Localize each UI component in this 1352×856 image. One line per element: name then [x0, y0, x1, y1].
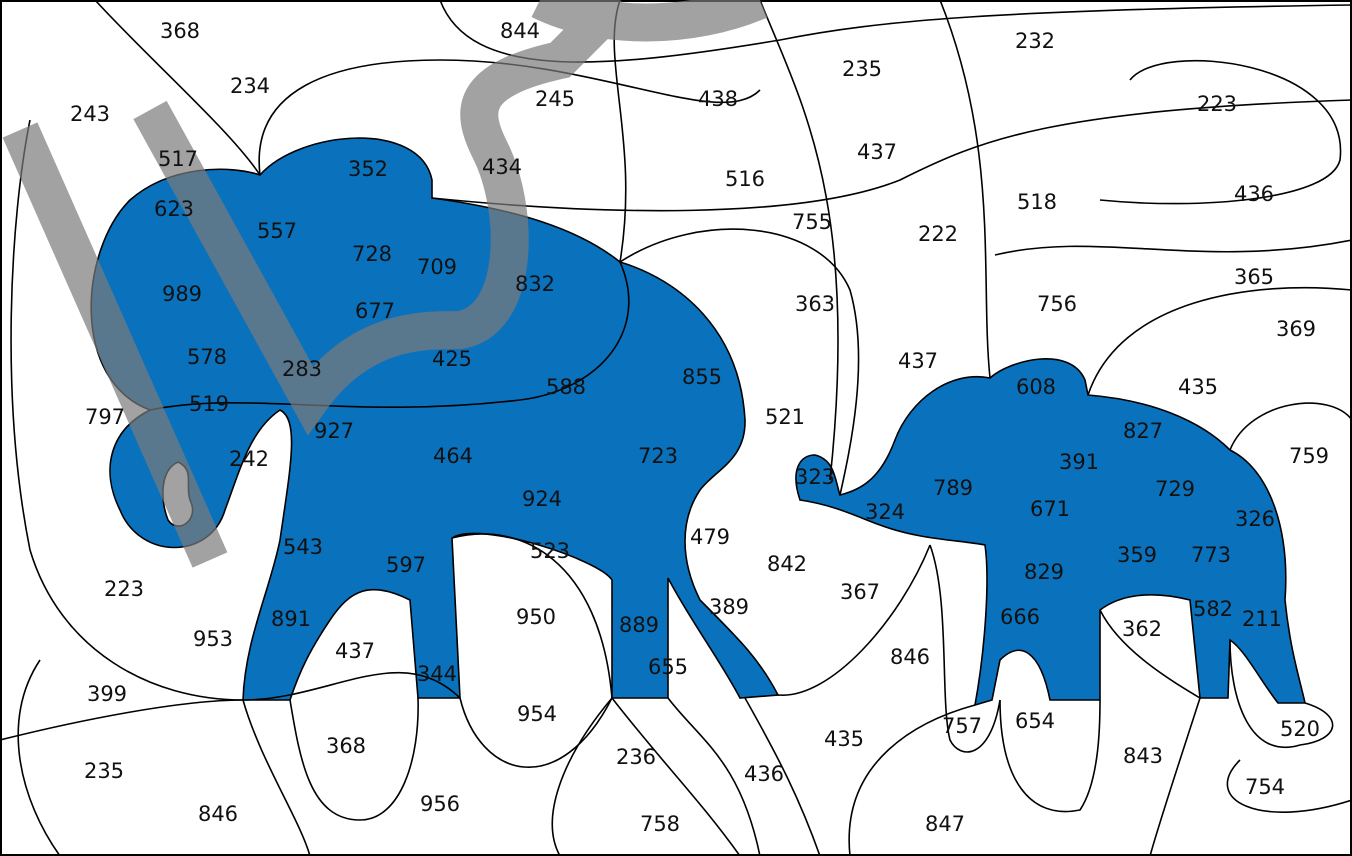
region-number[interactable]: 950: [516, 605, 556, 629]
region-number[interactable]: 846: [890, 645, 930, 669]
region-number[interactable]: 623: [154, 197, 194, 221]
region-number[interactable]: 223: [104, 577, 144, 601]
region-number[interactable]: 754: [1245, 775, 1285, 799]
region-number[interactable]: 518: [1017, 190, 1057, 214]
region-number[interactable]: 436: [744, 762, 784, 786]
region-number[interactable]: 829: [1024, 560, 1064, 584]
region-number[interactable]: 723: [638, 444, 678, 468]
region-number[interactable]: 324: [865, 500, 905, 524]
region-number[interactable]: 927: [314, 419, 354, 443]
region-number[interactable]: 232: [1015, 29, 1055, 53]
region-number[interactable]: 846: [198, 802, 238, 826]
region-number[interactable]: 521: [765, 405, 805, 429]
region-number[interactable]: 242: [229, 447, 269, 471]
region-number[interactable]: 362: [1122, 617, 1162, 641]
region-number[interactable]: 666: [1000, 605, 1040, 629]
region-number[interactable]: 953: [193, 627, 233, 651]
region-number[interactable]: 889: [619, 613, 659, 637]
region-number[interactable]: 389: [709, 595, 749, 619]
region-number[interactable]: 832: [515, 272, 555, 296]
region-number[interactable]: 797: [85, 405, 125, 429]
region-number[interactable]: 789: [933, 476, 973, 500]
region-number[interactable]: 728: [352, 242, 392, 266]
region-number[interactable]: 235: [84, 759, 124, 783]
region-number[interactable]: 435: [824, 727, 864, 751]
region-number[interactable]: 891: [271, 607, 311, 631]
region-number[interactable]: 283: [282, 357, 322, 381]
region-number[interactable]: 671: [1030, 497, 1070, 521]
region-number[interactable]: 755: [792, 210, 832, 234]
region-number[interactable]: 352: [348, 157, 388, 181]
region-number[interactable]: 464: [433, 444, 473, 468]
region-number[interactable]: 391: [1059, 450, 1099, 474]
region-number[interactable]: 435: [1178, 375, 1218, 399]
region-number[interactable]: 223: [1197, 92, 1237, 116]
region-number[interactable]: 956: [420, 792, 460, 816]
region-number[interactable]: 608: [1016, 375, 1056, 399]
region-number[interactable]: 582: [1193, 597, 1233, 621]
region-number[interactable]: 368: [326, 734, 366, 758]
region-number[interactable]: 245: [535, 87, 575, 111]
region-number[interactable]: 842: [767, 552, 807, 576]
region-number[interactable]: 847: [925, 812, 965, 836]
region-number[interactable]: 578: [187, 345, 227, 369]
region-number[interactable]: 434: [482, 155, 522, 179]
region-number[interactable]: 235: [842, 57, 882, 81]
region-number[interactable]: 557: [257, 219, 297, 243]
region-numbers: 368 844 232 235 223 243 234 245 438 437 516 517 352 4…: [70, 19, 1329, 836]
region-number[interactable]: 479: [690, 525, 730, 549]
region-number[interactable]: 437: [335, 639, 375, 663]
region-number[interactable]: 368: [160, 19, 200, 43]
region-number[interactable]: 365: [1234, 265, 1274, 289]
region-number[interactable]: 954: [517, 702, 557, 726]
region-number[interactable]: 359: [1117, 543, 1157, 567]
watermark: [2, 0, 768, 568]
region-number[interactable]: 211: [1242, 607, 1282, 631]
small-elephant: [795, 358, 1306, 707]
region-number[interactable]: 597: [386, 553, 426, 577]
region-number[interactable]: 844: [500, 19, 540, 43]
region-number[interactable]: 773: [1191, 543, 1231, 567]
region-number[interactable]: 369: [1276, 317, 1316, 341]
region-number[interactable]: 243: [70, 102, 110, 126]
region-number[interactable]: 517: [158, 147, 198, 171]
region-number[interactable]: 236: [616, 745, 656, 769]
region-number[interactable]: 655: [648, 655, 688, 679]
region-number[interactable]: 438: [698, 87, 738, 111]
region-number[interactable]: 677: [355, 299, 395, 323]
region-number[interactable]: 924: [522, 487, 562, 511]
region-number[interactable]: 543: [283, 535, 323, 559]
region-number[interactable]: 222: [918, 222, 958, 246]
region-number[interactable]: 843: [1123, 744, 1163, 768]
region-number[interactable]: 326: [1235, 507, 1275, 531]
region-number[interactable]: 759: [1289, 444, 1329, 468]
region-number[interactable]: 756: [1037, 292, 1077, 316]
region-number[interactable]: 323: [795, 465, 835, 489]
region-number[interactable]: 520: [1280, 717, 1320, 741]
region-number[interactable]: 709: [417, 255, 457, 279]
region-number[interactable]: 989: [162, 282, 202, 306]
region-number[interactable]: 758: [640, 812, 680, 836]
region-number[interactable]: 344: [417, 662, 457, 686]
region-number[interactable]: 367: [840, 580, 880, 604]
region-number[interactable]: 436: [1234, 182, 1274, 206]
region-number[interactable]: 363: [795, 292, 835, 316]
region-number[interactable]: 729: [1155, 477, 1195, 501]
region-number[interactable]: 827: [1123, 419, 1163, 443]
region-number[interactable]: 757: [942, 714, 982, 738]
region-number[interactable]: 588: [546, 375, 586, 399]
region-number[interactable]: 234: [230, 74, 270, 98]
region-number[interactable]: 399: [87, 682, 127, 706]
region-number[interactable]: 516: [725, 167, 765, 191]
region-number[interactable]: 437: [898, 349, 938, 373]
region-number[interactable]: 519: [189, 392, 229, 416]
region-number[interactable]: 654: [1015, 709, 1055, 733]
region-number[interactable]: 855: [682, 365, 722, 389]
region-number[interactable]: 523: [530, 539, 570, 563]
region-number[interactable]: 425: [432, 347, 472, 371]
region-number[interactable]: 437: [857, 140, 897, 164]
